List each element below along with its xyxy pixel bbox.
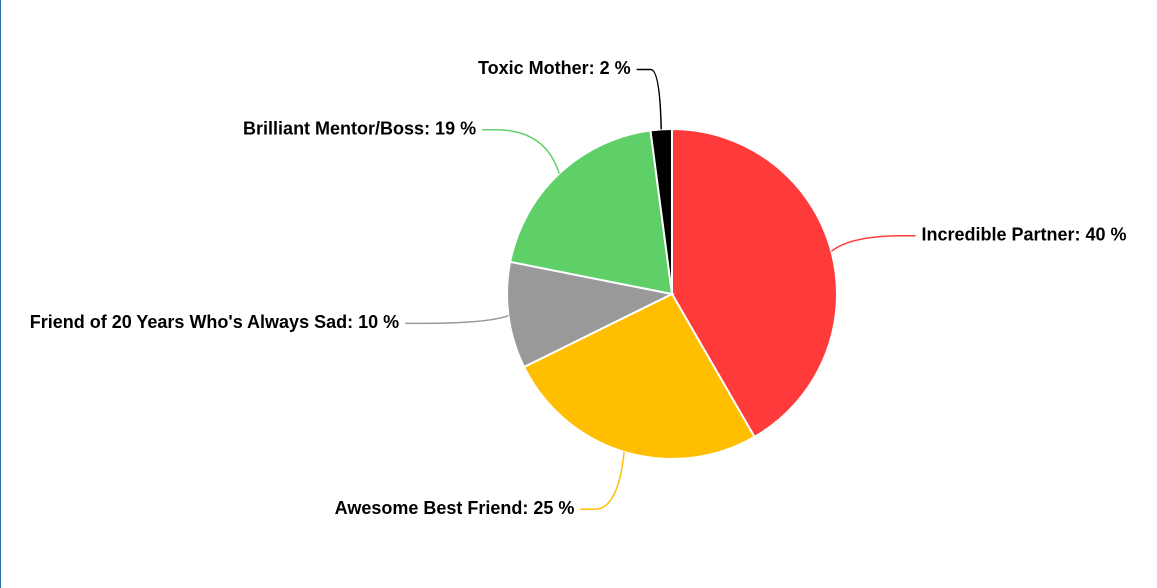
pie-slice	[649, 127, 673, 295]
connector	[482, 129, 560, 174]
connector	[580, 451, 625, 511]
data-label: Brilliant Mentor/Boss: 19 %	[243, 119, 476, 139]
connector	[405, 314, 509, 325]
pie-slice	[671, 127, 838, 439]
data-label: Awesome Best Friend: 25 %	[335, 498, 575, 518]
connector	[830, 235, 916, 252]
pie-slice	[508, 129, 674, 296]
connector	[636, 68, 662, 130]
data-label: Friend of 20 Years Who's Always Sad: 10 …	[30, 312, 399, 332]
pie-slice	[506, 260, 676, 369]
data-label: Incredible Partner: 40 %	[921, 225, 1126, 245]
data-label: Toxic Mother: 2 %	[478, 58, 631, 78]
